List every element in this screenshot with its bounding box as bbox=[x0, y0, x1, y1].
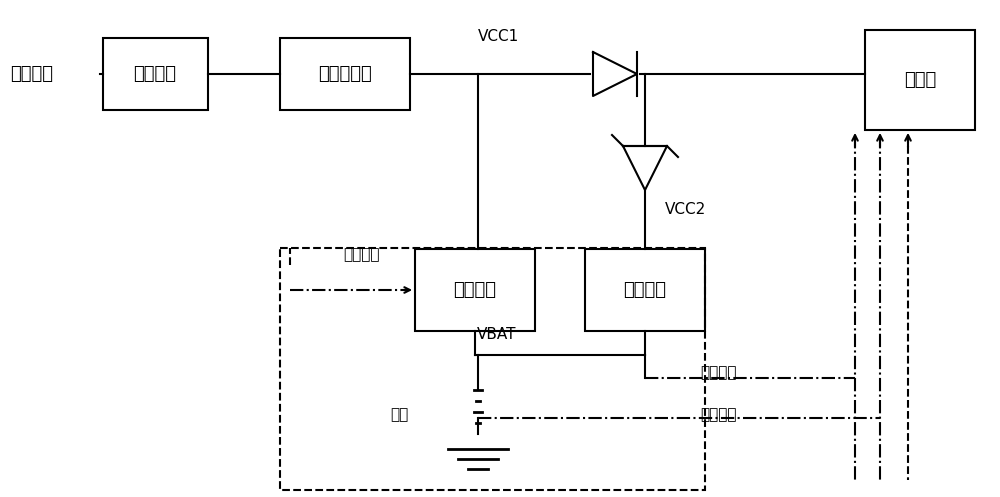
Text: 控制器: 控制器 bbox=[904, 71, 936, 89]
Bar bbox=[280, 38, 410, 110]
Text: VCC1: VCC1 bbox=[478, 29, 519, 44]
Text: VBAT: VBAT bbox=[477, 327, 516, 342]
Text: 电池: 电池 bbox=[390, 408, 408, 422]
Text: 放电模块: 放电模块 bbox=[624, 281, 666, 299]
Bar bbox=[103, 38, 208, 110]
Text: 主电源模块: 主电源模块 bbox=[318, 65, 372, 83]
Bar bbox=[865, 30, 975, 130]
Bar bbox=[280, 248, 705, 490]
Text: 保护电路: 保护电路 bbox=[134, 65, 177, 83]
Text: 充电模块: 充电模块 bbox=[454, 281, 497, 299]
Bar bbox=[415, 249, 535, 331]
Text: VCC2: VCC2 bbox=[665, 202, 706, 217]
Text: 充电控制: 充电控制 bbox=[344, 248, 380, 262]
Text: 温度检测: 温度检测 bbox=[700, 408, 736, 422]
Text: 电压检测: 电压检测 bbox=[700, 365, 736, 381]
Text: 汽车电源: 汽车电源 bbox=[10, 65, 53, 83]
Bar bbox=[585, 249, 705, 331]
